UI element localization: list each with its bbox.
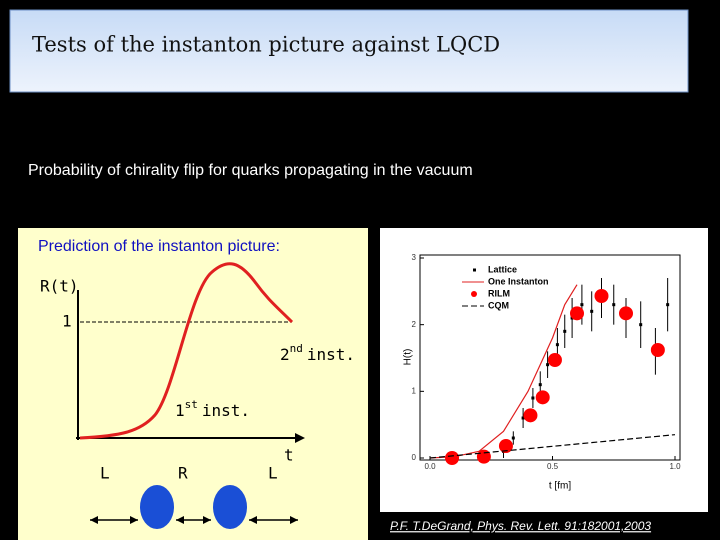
- chirality: R: [178, 464, 188, 483]
- chirality: L: [100, 464, 110, 483]
- point: [498, 439, 513, 453]
- word: inst.: [202, 401, 250, 420]
- point: [445, 451, 460, 465]
- y-tick-label: 1: [412, 386, 417, 395]
- instanton: [140, 485, 174, 529]
- plot: 0.0 0.5 1.0 0 1 2 3 Lattice One Instanton RILM CQM: [412, 253, 682, 471]
- point: [590, 309, 594, 313]
- legend-label: CQM: [488, 300, 509, 310]
- y-tick-label: 0: [412, 453, 417, 462]
- y-tick-label: 2: [412, 320, 417, 329]
- point: [538, 383, 542, 387]
- point: [639, 323, 643, 327]
- right-panel: [380, 228, 708, 540]
- plot-frame: [419, 254, 681, 461]
- y-label: R(t): [40, 277, 79, 296]
- point: [563, 329, 567, 333]
- line: [429, 434, 676, 459]
- annotation: 2nd inst.: [280, 342, 355, 364]
- number: 2: [280, 345, 290, 364]
- axis-label: t [fm]: [549, 481, 571, 492]
- title-box: [9, 9, 689, 93]
- word: inst.: [307, 345, 355, 364]
- level-label: 1: [62, 312, 72, 331]
- instanton: [213, 485, 247, 529]
- point: [594, 289, 609, 303]
- arrowheads: [90, 516, 298, 524]
- legend-label: RILM: [488, 288, 510, 298]
- curve: [79, 262, 294, 440]
- point: [523, 408, 538, 423]
- citation-bg: [380, 512, 708, 540]
- point: [580, 303, 584, 307]
- point: [476, 449, 491, 464]
- point: [650, 343, 665, 357]
- title: Tests of the instanton picture against L…: [32, 33, 500, 57]
- legend-marker: [471, 291, 477, 297]
- point: [511, 436, 515, 440]
- suffix: nd: [290, 342, 303, 355]
- legend-label: Lattice: [488, 264, 517, 274]
- point: [546, 363, 550, 367]
- point: [535, 390, 550, 405]
- point: [555, 343, 559, 347]
- x-tick-label: 0.0: [424, 462, 436, 471]
- x-tick-label: 0.5: [547, 462, 559, 471]
- citation: P.F. T.DeGrand, Phys. Rev. Lett. 91:1820…: [390, 519, 651, 533]
- legend-label: One Instanton: [488, 276, 549, 286]
- point: [521, 416, 525, 420]
- suffix: st: [185, 398, 198, 411]
- panel-heading: Prediction of the instanton picture:: [38, 238, 280, 255]
- point: [612, 303, 616, 307]
- number: 1: [175, 401, 185, 420]
- legend-marker: [473, 268, 476, 272]
- annotation: 1st inst.: [175, 398, 250, 420]
- point: [666, 303, 670, 307]
- point: [531, 396, 535, 400]
- point: [570, 306, 584, 321]
- y-tick-label: 3: [412, 253, 417, 262]
- axis-label: H(t): [403, 349, 414, 366]
- arrow: [295, 433, 305, 443]
- point: [547, 353, 562, 367]
- subtitle: Probability of chirality flip for quarks…: [28, 162, 473, 179]
- x-label: t: [284, 446, 294, 465]
- x-tick-label: 1.0: [669, 462, 681, 471]
- left-panel: [18, 228, 368, 540]
- point: [619, 306, 633, 321]
- chirality: L: [268, 464, 278, 483]
